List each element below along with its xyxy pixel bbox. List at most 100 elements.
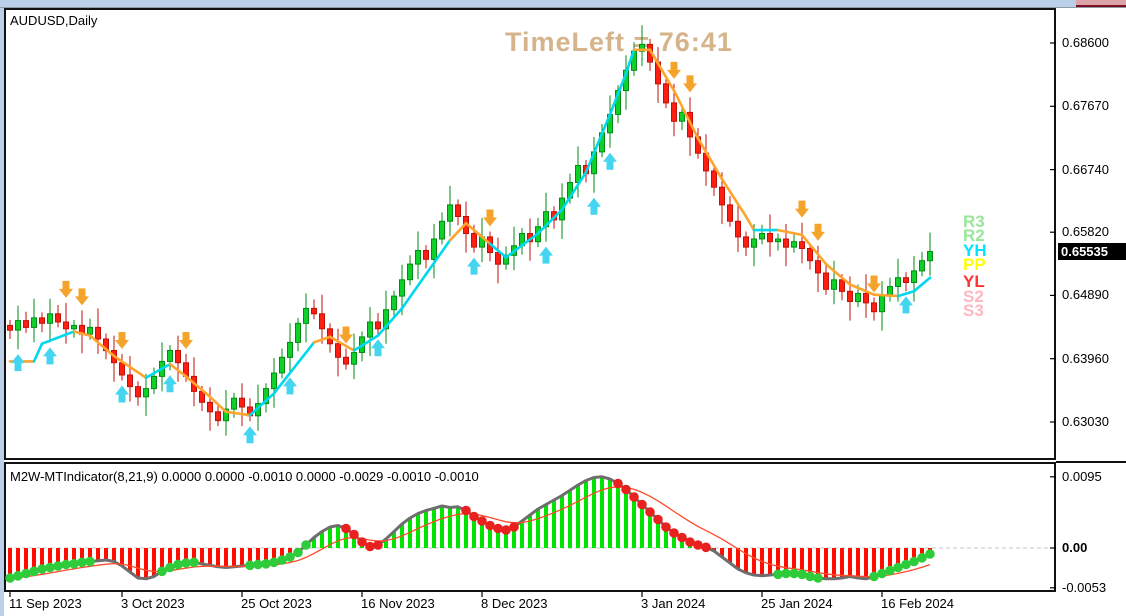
- green-dot: [29, 566, 39, 577]
- ma-line-down: [88, 334, 116, 358]
- histogram-bar: [912, 548, 916, 562]
- candle-body: [407, 263, 413, 281]
- histogram-bar: [72, 548, 76, 564]
- histogram-bar: [768, 548, 772, 575]
- candle-body: [679, 111, 685, 122]
- histogram-bar: [120, 548, 124, 566]
- active-tab-indicator[interactable]: [1076, 0, 1126, 7]
- pivot-label-s2: S2: [963, 286, 984, 306]
- green-dot: [909, 556, 919, 567]
- ma-line-up: [912, 276, 932, 293]
- candle-body: [919, 260, 925, 272]
- buy-arrow-icon: [587, 197, 601, 215]
- candle-body: [455, 204, 461, 217]
- histogram-bar: [272, 548, 276, 563]
- green-dot: [253, 559, 263, 570]
- ma-line-up: [488, 242, 508, 259]
- ma-line-up: [352, 334, 380, 352]
- ma-line-down: [72, 330, 92, 337]
- histogram-bar: [568, 490, 572, 549]
- ma-line-down: [744, 215, 756, 232]
- indicator-axis-label: 0.00: [1062, 540, 1088, 555]
- green-dot: [301, 540, 311, 550]
- axis-separator-line: [1056, 461, 1126, 463]
- histogram-bar: [392, 531, 396, 548]
- candle-body: [167, 350, 173, 362]
- ma-line-down: [648, 48, 676, 92]
- red-dot: [669, 528, 679, 538]
- histogram-bar: [64, 548, 68, 565]
- ma-line-down: [672, 89, 700, 140]
- sell-arrow-icon: [75, 288, 89, 306]
- green-dot: [245, 560, 255, 571]
- histogram-bar: [656, 519, 660, 548]
- green-dot: [13, 571, 23, 581]
- histogram-bar: [792, 548, 796, 574]
- candle-body: [775, 238, 781, 243]
- red-dot: [629, 492, 639, 502]
- green-dot: [61, 559, 71, 570]
- candle-body: [639, 43, 645, 52]
- histogram-bar: [472, 516, 476, 548]
- candle-body: [495, 252, 501, 265]
- histogram-bar: [424, 510, 428, 548]
- green-dot: [173, 559, 183, 570]
- indicator-axis-label: 0.0095: [1062, 468, 1102, 484]
- candle-body: [367, 321, 373, 338]
- date-label: 16 Feb 2024: [881, 596, 955, 611]
- ma-line-up: [608, 72, 628, 116]
- histogram-bar: [528, 515, 532, 548]
- ma-line-up: [296, 341, 316, 365]
- candle-body: [503, 254, 509, 265]
- candle-body: [55, 313, 61, 323]
- candle-body: [47, 313, 53, 324]
- symbol-period-label: AUDUSD,Daily: [10, 13, 98, 28]
- candle-body: [295, 322, 301, 343]
- red-dot: [341, 523, 351, 534]
- histogram-bar: [88, 548, 92, 562]
- histogram-bar: [8, 548, 12, 578]
- green-dot: [181, 558, 191, 568]
- indicator-name-label: M2W-MTIndicator(8,21,9) 0.0000 0.0000 -0…: [10, 469, 479, 484]
- candle-body: [799, 241, 805, 249]
- histogram-bar: [232, 548, 236, 567]
- candle-body: [767, 233, 773, 243]
- green-dot: [157, 566, 167, 577]
- ma-line-up: [144, 362, 172, 380]
- histogram-bar: [544, 504, 548, 548]
- candle-body: [743, 236, 749, 248]
- candle-body: [399, 279, 405, 297]
- histogram-bar: [40, 548, 44, 569]
- candle-body: [879, 295, 885, 313]
- red-dot: [613, 478, 623, 489]
- ma-line-down: [448, 222, 468, 242]
- histogram-bar: [104, 548, 108, 560]
- red-dot: [461, 505, 471, 516]
- candle-body: [791, 241, 797, 248]
- red-dot: [357, 537, 367, 547]
- candle-body: [823, 272, 829, 290]
- sell-arrow-icon: [683, 75, 697, 93]
- ma-line-down: [312, 335, 332, 344]
- candle-body: [447, 204, 453, 222]
- histogram-bar: [320, 531, 324, 548]
- candle-body: [431, 238, 437, 260]
- histogram-bar: [240, 548, 244, 566]
- ma-line-down: [776, 228, 804, 237]
- candle-body: [39, 317, 45, 324]
- ma-line-up: [248, 392, 276, 417]
- price-axis-label: 0.63030: [1062, 413, 1109, 429]
- green-dot: [813, 573, 823, 583]
- buy-arrow-icon: [115, 385, 129, 403]
- histogram-bar: [448, 507, 452, 548]
- green-dot: [77, 557, 87, 568]
- candle-body: [31, 317, 37, 328]
- pivot-label-yl: YL: [963, 271, 985, 291]
- ma-line-up: [376, 307, 404, 337]
- histogram-bar: [440, 506, 444, 548]
- histogram-bar: [800, 548, 804, 575]
- price-axis-label: 0.68600: [1062, 35, 1109, 50]
- candle-body: [7, 324, 13, 331]
- green-dot: [917, 553, 927, 563]
